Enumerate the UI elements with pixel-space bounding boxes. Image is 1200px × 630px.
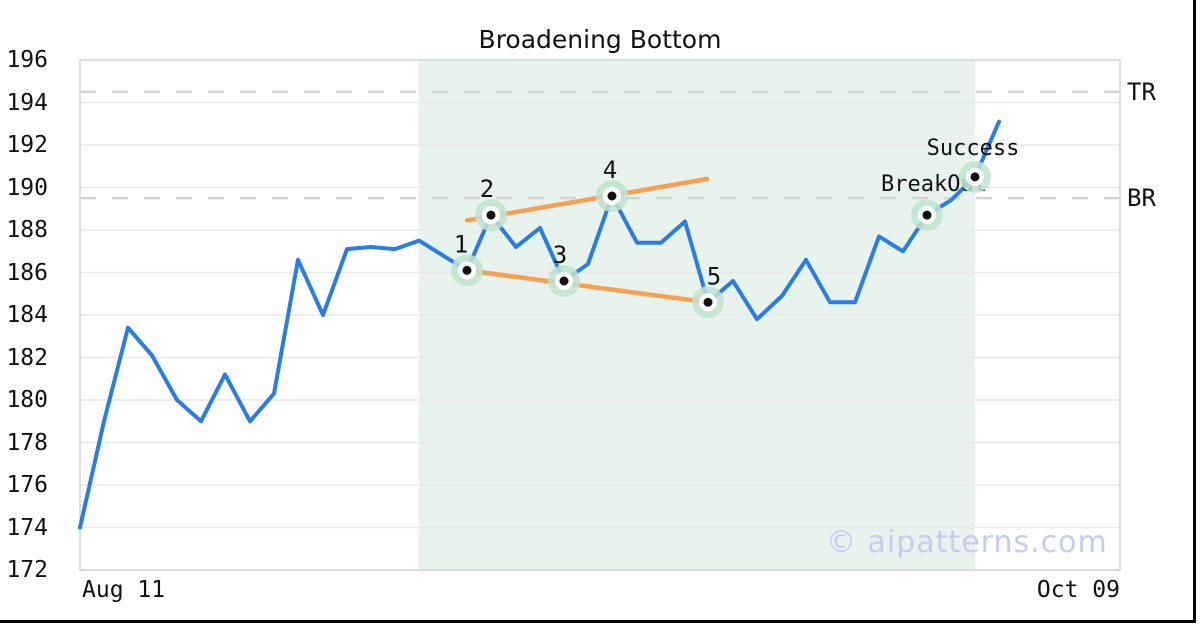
breakout-marker-dot — [922, 210, 932, 220]
pattern-point-3-marker-dot — [559, 276, 569, 286]
y-tick-label: 196 — [6, 47, 48, 73]
y-tick-label: 176 — [6, 472, 48, 498]
y-tick-label: 194 — [6, 89, 48, 116]
trendline-lower — [464, 268, 711, 305]
y-tick-label: 174 — [6, 514, 48, 541]
success-label: Success — [927, 136, 1020, 161]
y-tick-label: 186 — [6, 259, 48, 286]
success-marker-dot — [970, 172, 980, 182]
br-level-label: BR — [1127, 184, 1156, 213]
x-axis-label-end: Oct 09 — [1036, 577, 1120, 603]
pattern-point-5-marker-dot — [703, 297, 713, 307]
y-tick-label: 182 — [6, 344, 48, 371]
pattern-point-2-marker-dot — [486, 210, 496, 220]
y-tick-label: 172 — [6, 557, 48, 583]
y-tick-label: 184 — [6, 302, 48, 328]
price-line — [78, 119, 1001, 530]
y-tick-label: 192 — [6, 132, 48, 158]
pattern-point-3-label: 3 — [553, 241, 567, 269]
pattern-point-1-label: 1 — [454, 230, 468, 258]
watermark: © aipatterns.com — [826, 525, 1108, 560]
y-tick-label: 180 — [6, 387, 48, 413]
y-tick-label: 178 — [6, 429, 48, 456]
x-axis-label-start: Aug 11 — [82, 577, 166, 603]
y-tick-label: 188 — [6, 217, 48, 243]
chart-title: Broadening Bottom — [478, 25, 722, 54]
pattern-point-4-label: 4 — [603, 156, 617, 184]
pattern-point-4-marker-dot — [607, 191, 617, 201]
tr-level-label: TR — [1127, 77, 1156, 106]
pattern-point-2-label: 2 — [480, 175, 494, 203]
plot-border — [79, 59, 1121, 571]
pattern-point-1-marker-dot — [462, 265, 472, 275]
pattern-point-5-label: 5 — [707, 262, 721, 290]
y-tick-label: 190 — [6, 174, 48, 201]
trendline-upper — [464, 176, 710, 223]
